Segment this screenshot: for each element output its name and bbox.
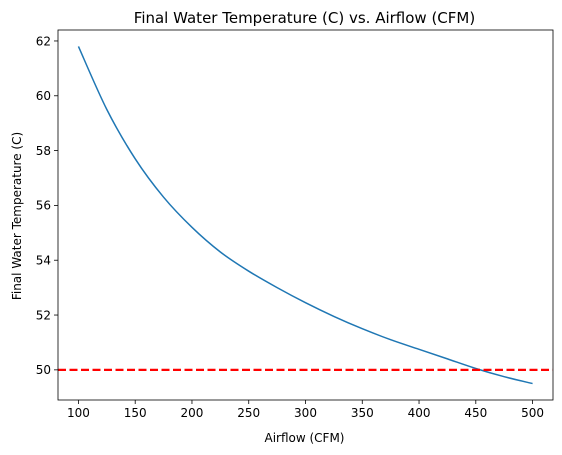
plot-area	[58, 46, 553, 385]
plot-frame	[57, 29, 554, 401]
y-axis-label: Final Water Temperature (C)	[10, 132, 24, 300]
x-tick-label: 150	[124, 406, 147, 420]
y-tick-label: 56	[36, 199, 51, 213]
x-axis-label: Airflow (CFM)	[264, 431, 344, 445]
y-axis: 50 52 54 56 58 60 62	[36, 34, 58, 377]
series-line-0	[77, 46, 533, 385]
x-tick-label: 100	[67, 406, 90, 420]
x-axis: 100 150 200 250 300 350 400 450 500	[67, 400, 544, 420]
y-tick-label: 52	[36, 308, 51, 322]
x-tick-label: 250	[237, 406, 260, 420]
x-tick-label: 350	[351, 406, 374, 420]
x-tick-label: 300	[294, 406, 317, 420]
x-tick-label: 450	[464, 406, 487, 420]
chart-title: Final Water Temperature (C) vs. Airflow …	[134, 9, 475, 27]
y-tick-label: 62	[36, 34, 51, 48]
y-tick-label: 58	[36, 144, 51, 158]
x-tick-label: 500	[521, 406, 544, 420]
y-tick-label: 50	[36, 363, 51, 377]
y-tick-label: 60	[36, 89, 51, 103]
y-tick-label: 54	[36, 254, 51, 268]
x-tick-label: 400	[408, 406, 431, 420]
x-tick-label: 200	[181, 406, 204, 420]
